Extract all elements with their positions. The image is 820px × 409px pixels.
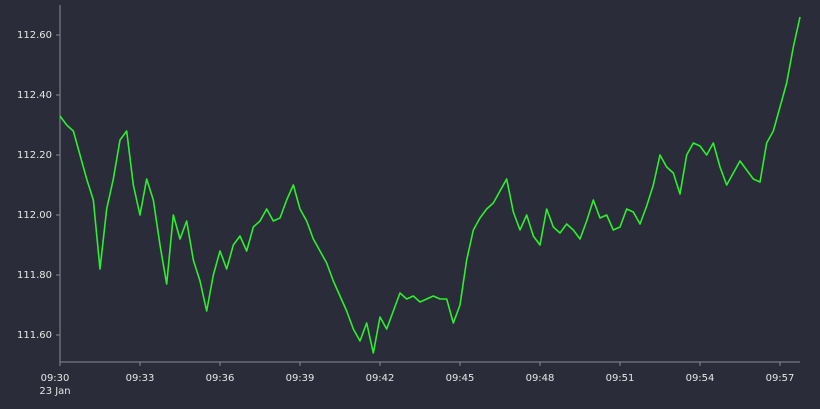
x-tick-label: 09:33	[126, 373, 155, 384]
x-tick-label: 09:30	[41, 373, 70, 384]
price-line	[59, 16, 801, 354]
x-tick-label: 09:45	[446, 373, 475, 384]
date-label: 23 Jan	[39, 386, 70, 397]
x-tick-label: 09:51	[606, 373, 635, 384]
y-tick-label: 112.20	[17, 150, 52, 161]
y-tick-label: 112.40	[17, 90, 52, 101]
x-tick-label: 09:39	[286, 373, 315, 384]
x-tick-label: 09:54	[686, 373, 715, 384]
y-tick-label: 112.00	[17, 210, 52, 221]
y-tick-label: 111.80	[17, 270, 52, 281]
x-tick-label: 09:36	[206, 373, 235, 384]
x-tick-label: 09:57	[766, 373, 795, 384]
y-tick-label: 111.60	[17, 330, 52, 341]
x-tick-label: 09:42	[366, 373, 395, 384]
x-tick-label: 09:48	[526, 373, 555, 384]
y-tick-label: 112.60	[17, 30, 52, 41]
